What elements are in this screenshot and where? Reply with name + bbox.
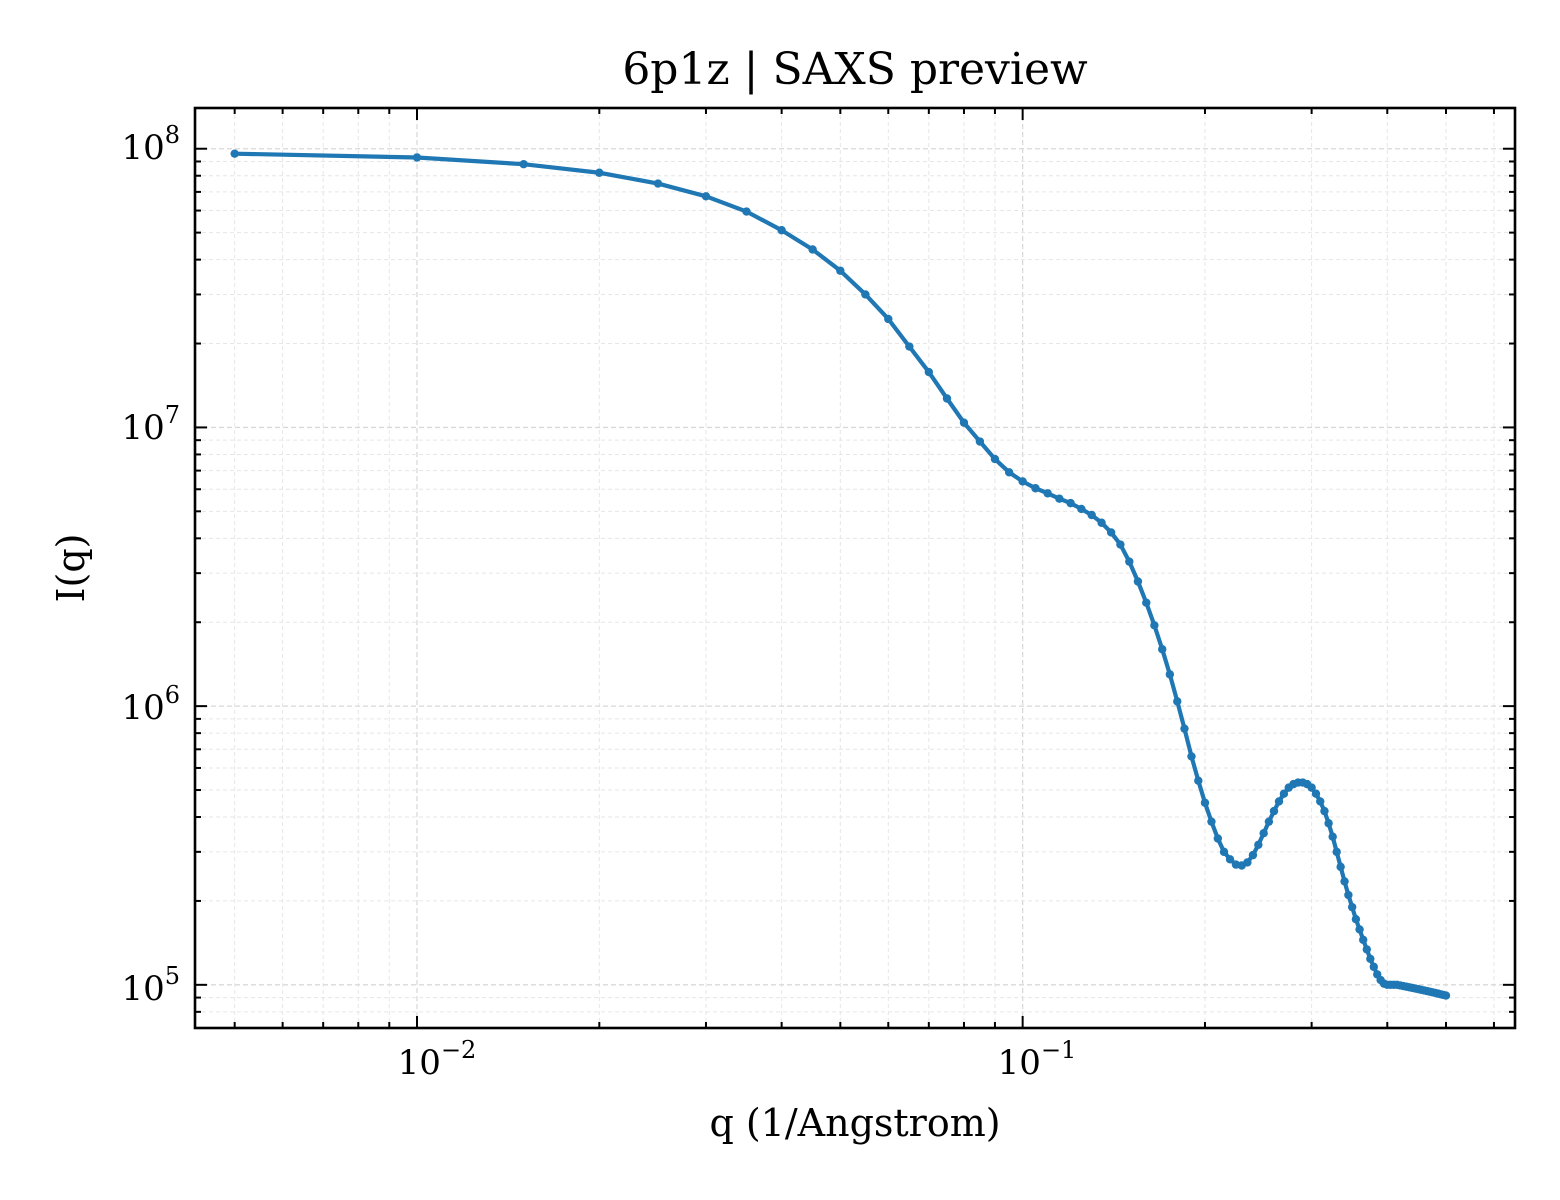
x-axis-label: q (1/Angstrom) <box>709 1101 1000 1145</box>
data-point <box>1018 477 1027 486</box>
data-point <box>1207 817 1216 826</box>
x-tick-label-1e-2: 10−2 <box>398 1036 477 1083</box>
data-point <box>412 153 422 162</box>
data-point <box>1187 752 1196 761</box>
plot-frame <box>193 106 1517 1030</box>
data-point <box>884 314 893 324</box>
data-point <box>1359 935 1368 945</box>
data-point <box>1311 789 1321 798</box>
data-point <box>990 454 1000 464</box>
data-point <box>1351 914 1361 924</box>
y-tick-label-1e8: 108 <box>121 121 180 168</box>
data-point <box>1225 855 1235 864</box>
data-point <box>1087 510 1096 520</box>
data-point <box>653 179 663 188</box>
data-point <box>1344 890 1353 900</box>
data-point <box>1106 528 1116 537</box>
grid <box>195 108 1515 1029</box>
data-point <box>1243 858 1252 867</box>
data-point <box>1328 832 1337 841</box>
data-point <box>1173 697 1182 706</box>
data-point <box>1264 817 1274 826</box>
data-point <box>1279 789 1289 798</box>
chart-title: 6p1z | SAXS preview <box>622 44 1088 95</box>
data-point <box>1259 829 1268 838</box>
data-point <box>1125 557 1134 566</box>
data-point <box>808 245 817 254</box>
data-point <box>1031 484 1040 493</box>
data-point <box>519 160 528 169</box>
y-tick-label-1e7: 107 <box>121 401 180 448</box>
data-point <box>1248 850 1258 860</box>
data-point <box>1219 847 1229 857</box>
data-point <box>1158 645 1167 654</box>
data-point <box>975 437 985 446</box>
axis-ticks <box>195 108 1515 1029</box>
data-point <box>1066 498 1075 508</box>
data-point <box>1307 783 1316 792</box>
data-point <box>595 168 604 177</box>
data-point <box>1366 954 1375 963</box>
data-point <box>1200 798 1210 807</box>
data-point <box>1269 806 1279 816</box>
data-point <box>1213 834 1223 843</box>
y-tick-label-1e5: 105 <box>121 962 180 1009</box>
data-point <box>742 207 751 216</box>
data-point <box>1324 819 1333 828</box>
x-tick-label-1e-1: 10−1 <box>998 1036 1077 1083</box>
data-point <box>1320 806 1329 816</box>
data-point <box>1133 577 1143 586</box>
data-point <box>861 290 870 299</box>
data-point <box>777 226 786 235</box>
y-tick-label-1e6: 106 <box>121 681 180 728</box>
data-point <box>1369 962 1379 972</box>
y-axis-label: I(q) <box>49 534 93 603</box>
data-point <box>1441 991 1451 1000</box>
data-point <box>1043 489 1052 498</box>
data-point <box>1165 670 1175 679</box>
data-point <box>1254 840 1263 849</box>
data-point <box>1004 468 1014 477</box>
data-point <box>230 149 239 158</box>
series <box>230 149 1451 1000</box>
data-point <box>1077 504 1086 514</box>
data-point <box>1347 902 1357 912</box>
data-point <box>924 367 934 377</box>
data-point <box>1316 797 1325 806</box>
data-point <box>1142 598 1151 607</box>
data-point <box>1180 724 1189 733</box>
data-point <box>701 192 711 201</box>
data-point <box>905 342 914 351</box>
data-point <box>1097 518 1106 527</box>
data-point <box>1116 540 1125 549</box>
data-point <box>1332 847 1341 857</box>
data-point <box>1362 945 1371 954</box>
data-point <box>1340 877 1349 886</box>
data-point <box>1055 494 1064 503</box>
data-point <box>942 394 952 403</box>
data-point <box>1150 621 1159 630</box>
data-point <box>1336 862 1345 872</box>
data-point <box>959 418 969 427</box>
data-point <box>1194 776 1203 785</box>
data-point <box>836 266 845 275</box>
data-point <box>1355 925 1364 934</box>
data-point <box>1274 797 1284 806</box>
